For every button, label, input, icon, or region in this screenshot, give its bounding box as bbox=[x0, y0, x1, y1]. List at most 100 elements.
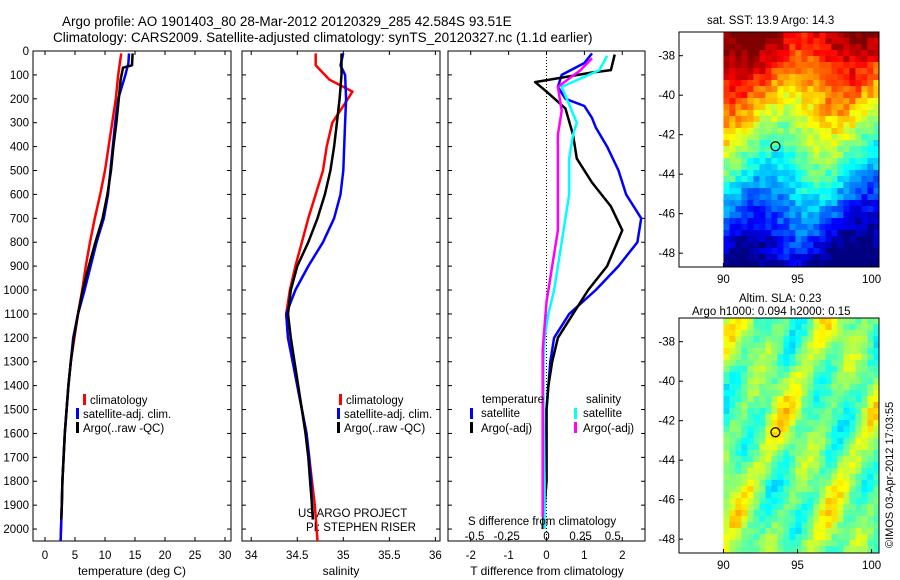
heatmap-cell bbox=[723, 224, 730, 231]
heatmap-cell bbox=[831, 212, 838, 219]
heatmap-cell bbox=[777, 366, 784, 373]
heatmap-cell bbox=[813, 206, 820, 213]
heatmap-cell bbox=[867, 432, 874, 439]
heatmap-cell bbox=[849, 188, 856, 195]
heatmap-cell bbox=[855, 122, 862, 129]
heatmap-cell bbox=[747, 540, 754, 547]
heatmap-cell bbox=[741, 492, 748, 499]
heatmap-cell bbox=[873, 98, 879, 105]
heatmap-cell bbox=[741, 188, 748, 195]
heatmap-cell bbox=[843, 110, 850, 117]
heatmap-cell bbox=[855, 426, 862, 433]
heatmap-cell bbox=[867, 182, 874, 189]
heatmap-cell bbox=[747, 224, 754, 231]
heatmap-cell bbox=[831, 116, 838, 123]
heatmap-cell bbox=[753, 134, 760, 141]
heatmap-cell bbox=[801, 230, 808, 237]
heatmap-cell bbox=[837, 194, 844, 201]
heatmap-cell bbox=[729, 158, 736, 165]
heatmap-cell bbox=[825, 438, 832, 445]
heatmap-cell bbox=[795, 194, 802, 201]
heatmap-cell bbox=[795, 236, 802, 243]
heatmap-cell bbox=[741, 474, 748, 481]
heatmap-cell bbox=[843, 426, 850, 433]
heatmap-cell bbox=[831, 80, 838, 87]
heatmap-cell bbox=[795, 146, 802, 153]
heatmap-cell bbox=[843, 372, 850, 379]
heatmap-cell bbox=[867, 486, 874, 493]
heatmap-cell bbox=[837, 200, 844, 207]
heatmap-cell bbox=[873, 498, 879, 505]
heatmap-cell bbox=[873, 128, 879, 135]
heatmap-cell bbox=[723, 396, 730, 403]
heatmap-cell bbox=[759, 236, 766, 243]
heatmap-cell bbox=[843, 134, 850, 141]
heatmap-cell bbox=[735, 540, 742, 547]
heatmap-cell bbox=[723, 438, 730, 445]
heatmap-cell bbox=[723, 486, 730, 493]
heatmap-cell bbox=[789, 38, 796, 45]
heatmap-cell bbox=[765, 230, 772, 237]
heatmap-cell bbox=[723, 366, 730, 373]
heatmap-cell bbox=[759, 330, 766, 337]
heatmap-cell bbox=[747, 38, 754, 45]
heatmap-cell bbox=[777, 492, 784, 499]
heatmap-cell bbox=[843, 462, 850, 469]
heatmap-cell bbox=[849, 426, 856, 433]
heatmap-cell bbox=[801, 372, 808, 379]
heatmap-cell bbox=[819, 354, 826, 361]
heatmap-cell bbox=[783, 110, 790, 117]
heatmap-cell bbox=[765, 182, 772, 189]
heatmap-cell bbox=[723, 342, 730, 349]
heatmap-cell bbox=[783, 128, 790, 135]
heatmap-cell bbox=[855, 330, 862, 337]
heatmap-cell bbox=[825, 384, 832, 391]
heatmap-cell bbox=[807, 260, 814, 267]
heatmap-cell bbox=[735, 128, 742, 135]
heatmap-cell bbox=[741, 200, 748, 207]
heatmap-cell bbox=[861, 462, 868, 469]
heatmap-cell bbox=[723, 152, 730, 159]
heatmap-cell bbox=[759, 432, 766, 439]
heatmap-cell bbox=[753, 164, 760, 171]
heatmap-cell bbox=[789, 152, 796, 159]
heatmap-cell bbox=[873, 260, 879, 267]
heatmap-cell bbox=[819, 330, 826, 337]
heatmap-cell bbox=[831, 74, 838, 81]
heatmap-cell bbox=[771, 92, 778, 99]
heatmap-cell bbox=[771, 182, 778, 189]
heatmap-cell bbox=[825, 462, 832, 469]
heatmap-cell bbox=[801, 110, 808, 117]
heatmap-cell bbox=[735, 420, 742, 427]
heatmap-cell bbox=[789, 414, 796, 421]
heatmap-cell bbox=[867, 80, 874, 87]
heatmap-cell bbox=[837, 426, 844, 433]
heatmap-cell bbox=[873, 360, 879, 367]
heatmap-cell bbox=[843, 360, 850, 367]
heatmap-cell bbox=[783, 414, 790, 421]
heatmap-cell bbox=[765, 116, 772, 123]
heatmap-cell bbox=[795, 534, 802, 541]
heatmap-cell bbox=[771, 516, 778, 523]
heatmap-cell bbox=[873, 480, 879, 487]
heatmap-cell bbox=[801, 242, 808, 249]
heatmap-cell bbox=[825, 390, 832, 397]
heatmap-cell bbox=[843, 456, 850, 463]
heatmap-cell bbox=[765, 104, 772, 111]
heatmap-cell bbox=[861, 230, 868, 237]
heatmap-cell bbox=[819, 450, 826, 457]
heatmap-cell bbox=[867, 384, 874, 391]
heatmap-cell bbox=[849, 456, 856, 463]
heatmap-cell bbox=[789, 324, 796, 331]
heatmap-cell bbox=[867, 74, 874, 81]
heatmap-cell bbox=[777, 74, 784, 81]
heatmap-cell bbox=[765, 224, 772, 231]
heatmap-cell bbox=[837, 116, 844, 123]
heatmap-cell bbox=[777, 438, 784, 445]
heatmap-cell bbox=[759, 206, 766, 213]
heatmap-cell bbox=[861, 414, 868, 421]
heatmap-cell bbox=[723, 336, 730, 343]
heatmap-cell bbox=[807, 230, 814, 237]
heatmap-cell bbox=[765, 206, 772, 213]
heatmap-cell bbox=[801, 218, 808, 225]
